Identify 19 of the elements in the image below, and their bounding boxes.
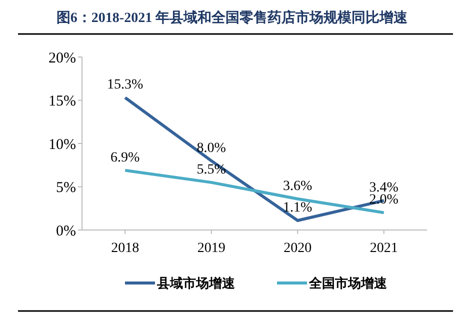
data-label: 2.0%: [369, 192, 399, 208]
chart-title: 图6：2018-2021 年县域和全国零售药店市场规模同比增速: [56, 9, 409, 26]
data-label: 5.5%: [196, 162, 226, 178]
y-tick-label: 10%: [48, 136, 76, 153]
data-label: 15.3%: [107, 78, 144, 93]
data-label: 3.6%: [283, 178, 313, 194]
y-tick-label: 0%: [56, 223, 76, 240]
x-tick-label: 2020: [284, 241, 312, 256]
y-tick-label: 15%: [48, 94, 76, 110]
data-label: 1.1%: [283, 200, 313, 216]
data-label: 6.9%: [110, 150, 140, 166]
x-tick-label: 2018: [111, 241, 140, 256]
x-tick-label: 2021: [370, 241, 398, 256]
y-tick-label: 20%: [48, 50, 76, 66]
data-label: 8.0%: [196, 140, 226, 156]
legend-label: 全国市场增速: [308, 276, 388, 292]
y-tick-label: 5%: [56, 180, 76, 196]
x-tick-label: 2019: [197, 241, 226, 256]
legend-label: 县域市场增速: [156, 276, 236, 292]
